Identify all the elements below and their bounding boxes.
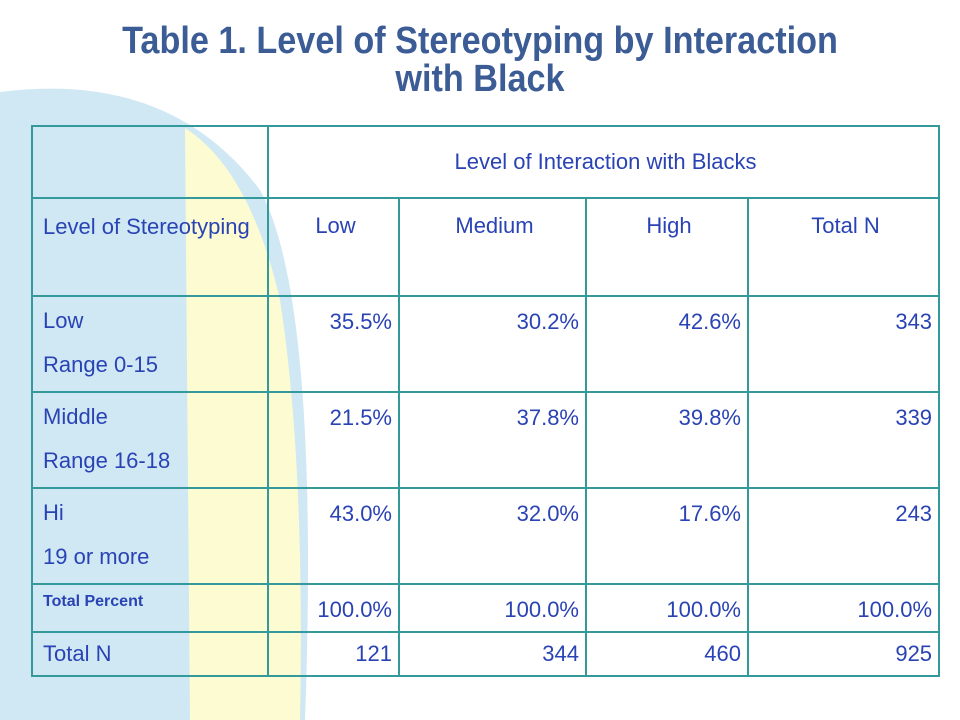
table-cell: 339 bbox=[746, 391, 941, 489]
table-cell: 243 bbox=[746, 487, 941, 585]
table-cell: 100.0% bbox=[267, 583, 400, 633]
table-cell: 17.6% bbox=[585, 487, 749, 585]
table-cell: 100.0% bbox=[585, 583, 749, 633]
row-label-name: Low bbox=[43, 308, 84, 333]
table-cell: 121 bbox=[267, 631, 400, 677]
page-title: Table 1. Level of Stereotyping by Intera… bbox=[48, 22, 912, 98]
table-cell: 32.0% bbox=[398, 487, 587, 585]
group-header: Level of Interaction with Blacks bbox=[266, 125, 941, 199]
row-label-name: Middle bbox=[43, 404, 108, 429]
table-cell: 344 bbox=[398, 631, 587, 677]
table-cell: 39.8% bbox=[585, 391, 749, 489]
table-group-header-row: Level of Interaction with Blacks bbox=[31, 125, 941, 199]
title-line-2: with Black bbox=[395, 58, 565, 100]
table-row: Middle Range 16-18 21.5% 37.8% 39.8% 339 bbox=[31, 391, 941, 489]
column-header-low: Low bbox=[267, 197, 400, 297]
table-row: Low Range 0-15 35.5% 30.2% 42.6% 343 bbox=[31, 295, 941, 393]
total-percent-label: Total Percent bbox=[31, 583, 269, 633]
row-label-range: 19 or more bbox=[43, 544, 150, 569]
table-cell: 37.8% bbox=[398, 391, 587, 489]
row-header: Level of Stereotyping bbox=[31, 197, 269, 297]
table-cell: 100.0% bbox=[398, 583, 587, 633]
table-cell: 43.0% bbox=[267, 487, 400, 585]
column-header-total-n: Total N bbox=[746, 197, 941, 297]
table-cell: 30.2% bbox=[398, 295, 587, 393]
stereotyping-table: Level of Interaction with Blacks Level o… bbox=[31, 125, 941, 677]
table-cell: 343 bbox=[746, 295, 941, 393]
column-header-medium: Medium bbox=[398, 197, 587, 297]
total-percent-row: Total Percent 100.0% 100.0% 100.0% 100.0… bbox=[31, 583, 941, 633]
table-cell: 460 bbox=[585, 631, 749, 677]
row-label: Middle Range 16-18 bbox=[31, 391, 269, 489]
table-cell: 42.6% bbox=[585, 295, 749, 393]
table-cell: 21.5% bbox=[267, 391, 400, 489]
column-header-high: High bbox=[585, 197, 749, 297]
row-label: Low Range 0-15 bbox=[31, 295, 269, 393]
table-column-header-row: Level of Stereotyping Low Medium High To… bbox=[31, 197, 941, 297]
table-row: Hi 19 or more 43.0% 32.0% 17.6% 243 bbox=[31, 487, 941, 585]
row-label-range: Range 0-15 bbox=[43, 352, 158, 377]
total-n-label: Total N bbox=[31, 631, 269, 677]
corner-cell bbox=[31, 125, 269, 199]
total-n-row: Total N 121 344 460 925 bbox=[31, 631, 941, 677]
row-label-range: Range 16-18 bbox=[43, 448, 171, 473]
row-label: Hi 19 or more bbox=[31, 487, 269, 585]
table-cell: 100.0% bbox=[746, 583, 941, 633]
table-cell: 925 bbox=[746, 631, 941, 677]
table-cell: 35.5% bbox=[267, 295, 400, 393]
title-line-1: Table 1. Level of Stereotyping by Intera… bbox=[122, 20, 838, 62]
row-label-name: Hi bbox=[43, 500, 64, 525]
